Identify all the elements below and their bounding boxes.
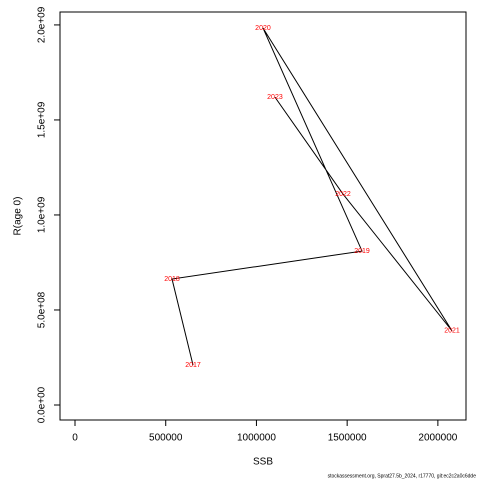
x-axis-label: SSB (253, 457, 273, 468)
y-axis-label: R(age 0) (13, 197, 24, 236)
point-label: 2021 (444, 328, 460, 335)
point-label: 2018 (164, 276, 180, 283)
x-tick-label: 2000000 (418, 433, 457, 444)
series-line (171, 27, 453, 366)
y-tick-label: 0.0e+00 (37, 386, 48, 423)
y-tick-label: 1.0e+09 (37, 196, 48, 233)
plot-frame (59, 11, 467, 421)
x-tick-label: 0 (72, 433, 78, 444)
y-tick-label: 1.5e+09 (37, 101, 48, 138)
x-tick-label: 1500000 (328, 433, 367, 444)
point-label: 2019 (354, 248, 370, 255)
footnote: stockassessment.org, Sprat27.5b_2024, r1… (328, 473, 477, 479)
point-label: 2017 (185, 362, 201, 369)
x-tick-label: 500000 (149, 433, 183, 444)
x-tick-label: 1000000 (237, 433, 276, 444)
y-tick-label: 5.0e+08 (37, 291, 48, 328)
point-label: 2022 (335, 191, 351, 198)
point-label: 2023 (267, 94, 283, 101)
point-label: 2020 (255, 25, 271, 32)
y-tick-label: 2.0e+09 (37, 6, 48, 43)
